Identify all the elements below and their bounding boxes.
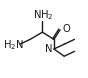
Text: NH$_2$: NH$_2$ [33,9,53,22]
Text: O: O [62,24,70,34]
Text: N: N [45,44,53,54]
Text: H$_2$N: H$_2$N [3,38,24,52]
